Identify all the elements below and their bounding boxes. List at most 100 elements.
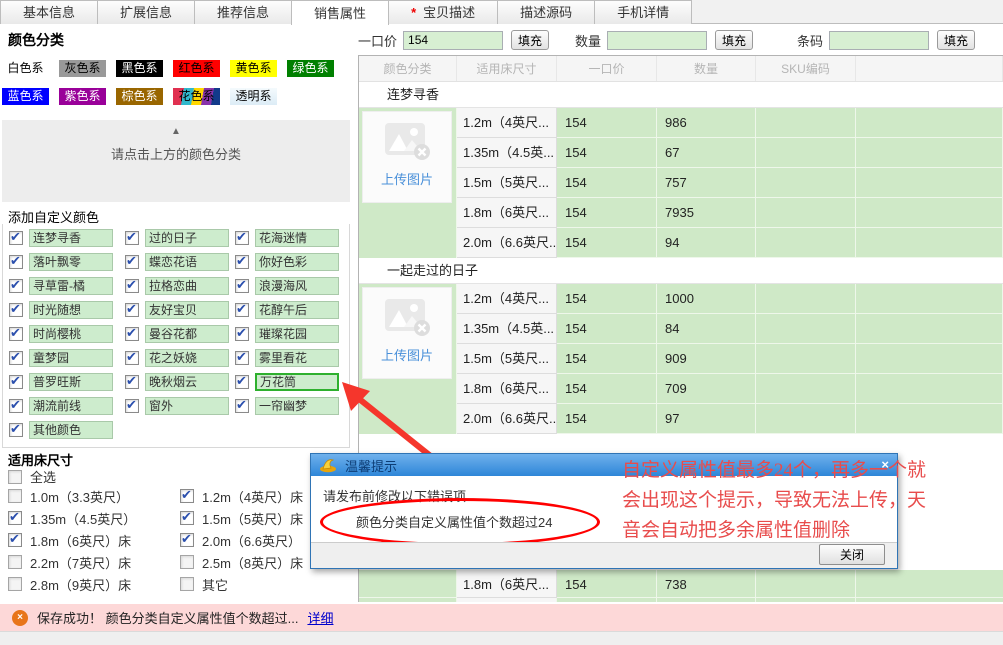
custom-color-label[interactable]: 潮流前线 xyxy=(29,397,113,415)
checkbox[interactable] xyxy=(235,397,249,413)
checkbox[interactable] xyxy=(8,577,22,591)
bed-size-label[interactable]: 2.0m（6.6英尺） xyxy=(202,533,301,549)
select-all-label[interactable]: 全选 xyxy=(30,470,57,485)
sku-code-cell[interactable] xyxy=(756,198,856,228)
quantity-input[interactable] xyxy=(607,30,708,50)
quantity-cell[interactable]: 709 xyxy=(657,374,756,404)
custom-color-label[interactable]: 你好色彩 xyxy=(255,253,339,271)
swatch-black[interactable]: 黑色系 xyxy=(116,60,163,77)
swatch-blue[interactable]: 蓝色系 xyxy=(2,88,49,105)
sku-code-cell[interactable] xyxy=(756,284,856,314)
bed-size-label[interactable]: 2.8m（9英尺）床 xyxy=(30,577,132,593)
barcode-fill-button[interactable]: 填充 xyxy=(937,30,976,50)
custom-color-label[interactable]: 友好宝贝 xyxy=(145,301,229,319)
custom-color-label[interactable]: 拉格恋曲 xyxy=(145,277,229,295)
quantity-cell[interactable]: 94 xyxy=(657,228,756,258)
custom-color-label[interactable]: 万花筒 xyxy=(255,373,339,391)
detail-link[interactable]: 详细 xyxy=(307,611,334,626)
swatch-yellow[interactable]: 黄色系 xyxy=(230,60,277,77)
price-cell[interactable]: 154 xyxy=(557,168,657,198)
checkbox[interactable] xyxy=(180,509,194,525)
checkbox[interactable] xyxy=(125,325,139,341)
checkbox[interactable] xyxy=(235,253,249,269)
checkbox[interactable] xyxy=(8,555,22,569)
checkbox[interactable] xyxy=(8,469,22,484)
bed-size-label[interactable]: 其它 xyxy=(202,577,229,593)
custom-color-label[interactable]: 普罗旺斯 xyxy=(29,373,113,391)
checkbox[interactable] xyxy=(9,253,23,269)
sku-code-cell[interactable] xyxy=(756,168,856,198)
bed-size-label[interactable]: 1.8m（6英尺）床 xyxy=(30,533,132,549)
swatch-transparent[interactable]: 透明系 xyxy=(230,88,277,105)
sku-code-cell[interactable] xyxy=(756,108,856,138)
checkbox[interactable] xyxy=(8,509,22,525)
custom-color-label[interactable]: 窗外 xyxy=(145,397,229,415)
tab-mobile-detail[interactable]: 手机详情 xyxy=(594,0,693,24)
checkbox[interactable] xyxy=(9,349,23,365)
quantity-cell[interactable]: 909 xyxy=(657,344,756,374)
price-cell[interactable]: 154 xyxy=(557,284,657,314)
custom-color-label[interactable]: 童梦园 xyxy=(29,349,113,367)
barcode-input[interactable] xyxy=(829,30,930,50)
dialog-close-button[interactable]: 关闭 xyxy=(819,544,885,565)
price-fill-button[interactable]: 填充 xyxy=(511,30,550,50)
custom-color-label[interactable]: 寻草雷-橘 xyxy=(29,277,113,295)
sku-code-cell[interactable] xyxy=(756,570,856,598)
bed-size-label[interactable]: 1.5m（5英尺）床 xyxy=(202,511,304,527)
checkbox[interactable] xyxy=(235,277,249,293)
checkbox[interactable] xyxy=(125,253,139,269)
quantity-cell[interactable]: 1000 xyxy=(657,284,756,314)
checkbox[interactable] xyxy=(180,577,194,591)
price-cell[interactable]: 154 xyxy=(557,108,657,138)
custom-color-label[interactable]: 曼谷花都 xyxy=(145,325,229,343)
checkbox[interactable] xyxy=(9,397,23,413)
price-cell[interactable]: 154 xyxy=(557,570,657,598)
custom-color-label[interactable]: 落叶飘零 xyxy=(29,253,113,271)
bed-size-label[interactable]: 1.2m（4英尺）床 xyxy=(202,489,304,505)
custom-color-label[interactable]: 雾里看花 xyxy=(255,349,339,367)
dialog-title-bar[interactable]: 温馨提示 × xyxy=(311,454,897,476)
checkbox[interactable] xyxy=(235,373,249,389)
upload-image-button[interactable]: 上传图片 xyxy=(362,111,452,203)
quantity-cell[interactable]: 738 xyxy=(657,570,756,598)
tab-description-source[interactable]: 描述源码 xyxy=(497,0,596,24)
checkbox[interactable] xyxy=(235,229,249,245)
tab-sales-attributes[interactable]: 销售属性 xyxy=(291,0,390,25)
checkbox[interactable] xyxy=(125,349,139,365)
checkbox[interactable] xyxy=(125,229,139,245)
checkbox[interactable] xyxy=(9,325,23,341)
checkbox[interactable] xyxy=(235,301,249,317)
custom-color-label[interactable]: 时光随想 xyxy=(29,301,113,319)
checkbox[interactable] xyxy=(8,531,22,547)
quantity-cell[interactable]: 757 xyxy=(657,168,756,198)
checkbox[interactable] xyxy=(8,489,22,503)
price-cell[interactable]: 154 xyxy=(557,138,657,168)
quantity-cell[interactable]: 97 xyxy=(657,404,756,434)
sku-code-cell[interactable] xyxy=(756,228,856,258)
bed-size-label[interactable]: 2.2m（7英尺）床 xyxy=(30,555,132,571)
sku-code-cell[interactable] xyxy=(756,138,856,168)
custom-color-label[interactable]: 花醇午后 xyxy=(255,301,339,319)
checkbox[interactable] xyxy=(180,487,194,503)
checkbox[interactable] xyxy=(180,555,194,569)
swatch-gray[interactable]: 灰色系 xyxy=(59,60,106,77)
swatch-red[interactable]: 红色系 xyxy=(173,60,220,77)
custom-color-label[interactable]: 花之妖娆 xyxy=(145,349,229,367)
checkbox[interactable] xyxy=(125,277,139,293)
checkbox[interactable] xyxy=(9,373,23,389)
swatch-green[interactable]: 绿色系 xyxy=(287,60,334,77)
sku-code-cell[interactable] xyxy=(756,344,856,374)
tab-item-description[interactable]: * 宝贝描述 xyxy=(388,0,499,24)
swatch-brown[interactable]: 棕色系 xyxy=(116,88,163,105)
bed-size-label[interactable]: 1.35m（4.5英尺） xyxy=(30,511,137,527)
custom-color-label[interactable]: 一帘幽梦 xyxy=(255,397,339,415)
custom-color-label[interactable]: 时尚樱桃 xyxy=(29,325,113,343)
checkbox[interactable] xyxy=(235,325,249,341)
custom-color-label[interactable]: 其他颜色 xyxy=(29,421,113,439)
tab-recommend-info[interactable]: 推荐信息 xyxy=(194,0,293,24)
quantity-fill-button[interactable]: 填充 xyxy=(715,30,754,50)
checkbox[interactable] xyxy=(235,349,249,365)
tab-basic-info[interactable]: 基本信息 xyxy=(0,0,99,24)
quantity-cell[interactable]: 84 xyxy=(657,314,756,344)
bed-size-label[interactable]: 2.5m（8英尺）床 xyxy=(202,555,304,571)
